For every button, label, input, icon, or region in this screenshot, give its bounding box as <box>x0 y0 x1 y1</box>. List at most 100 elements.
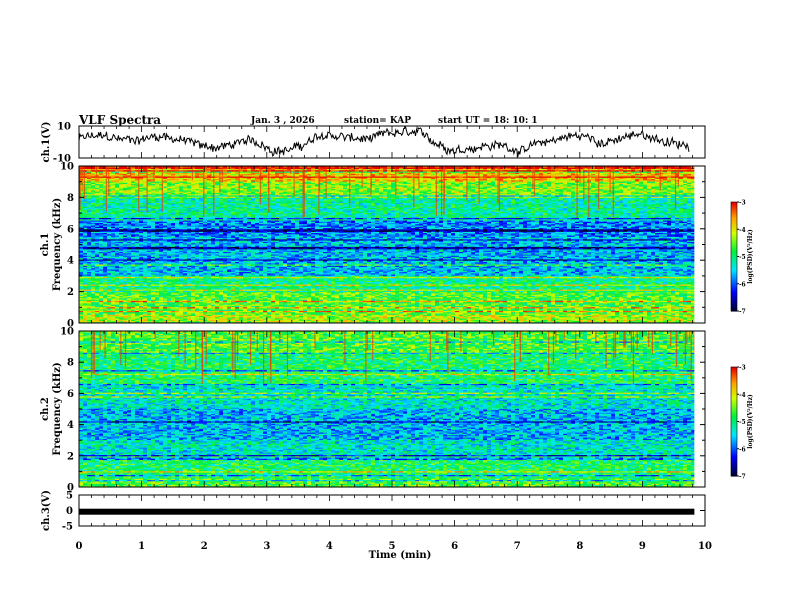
spec-cell <box>431 316 436 319</box>
spec-cell <box>599 318 604 320</box>
spec-cell <box>539 306 544 309</box>
spec-cell <box>239 313 244 315</box>
spec-cell <box>235 316 240 319</box>
spec-cell <box>491 314 496 316</box>
spec-cell <box>335 320 340 323</box>
spec-cell <box>247 319 252 321</box>
spec-cell <box>407 307 412 310</box>
spec-cell <box>523 320 528 323</box>
spec-cell <box>487 307 492 310</box>
spec-cell <box>487 319 492 321</box>
spec-cell <box>199 315 204 318</box>
spec-cell <box>543 311 548 314</box>
spec-cell <box>679 314 684 316</box>
spec-cell <box>283 315 288 318</box>
spec-cell <box>187 315 192 318</box>
spec-cell <box>343 313 348 315</box>
spec-cell <box>511 315 516 318</box>
spec-cell <box>155 307 160 310</box>
spec-cell <box>587 318 592 320</box>
spec-cell <box>199 306 204 309</box>
spec-cell <box>231 315 236 318</box>
spec-cell <box>355 307 360 310</box>
spec-cell <box>511 319 516 321</box>
spec-cell <box>507 318 512 320</box>
spec-cell <box>455 306 460 309</box>
spec-cell <box>243 318 248 320</box>
spec-cell <box>95 316 100 319</box>
spec-cell <box>555 319 560 321</box>
spec-cell <box>103 313 108 315</box>
spec-cell <box>663 309 668 311</box>
spec-cell <box>319 314 324 316</box>
spec-cell <box>595 319 600 321</box>
spec-cell <box>219 320 224 323</box>
spec-cell <box>171 310 176 313</box>
spec-cell <box>367 309 372 311</box>
spec-cell <box>587 319 592 321</box>
spec-cell <box>627 315 632 318</box>
spec-cell <box>223 306 228 309</box>
spec-cell <box>307 306 312 309</box>
spec-cell <box>395 315 400 318</box>
spec-cell <box>663 310 668 313</box>
spec-cell <box>203 310 208 313</box>
spec-cell <box>691 314 696 316</box>
spec-cell <box>283 309 288 311</box>
spec-cell <box>407 306 412 309</box>
spec-cell <box>443 306 448 309</box>
spec-cell <box>543 319 548 321</box>
spec-cell <box>547 309 552 311</box>
spec-cell <box>467 319 472 321</box>
spec-cell <box>675 310 680 313</box>
spec-cell <box>371 310 376 313</box>
spec-cell <box>127 316 132 319</box>
spec-cell <box>595 311 600 314</box>
spec-cell <box>387 315 392 318</box>
spec-cell <box>159 315 164 318</box>
spec-cell <box>147 320 152 323</box>
spec-cell <box>575 310 580 313</box>
spec-cell <box>359 313 364 315</box>
spec-cell <box>503 316 508 319</box>
spec-cell <box>679 307 684 310</box>
spec-cell <box>583 306 588 309</box>
spec-cell <box>219 306 224 309</box>
spec-cell <box>215 307 220 310</box>
spec-cell <box>603 319 608 321</box>
spec-cell <box>179 311 184 314</box>
spec-cell <box>687 311 692 314</box>
spec-cell <box>567 311 572 314</box>
spec-cell <box>191 307 196 310</box>
spec-cell <box>339 310 344 313</box>
spec-cell <box>283 319 288 321</box>
spec-cell <box>671 311 676 314</box>
spec-cell <box>483 307 488 310</box>
spec-cell <box>259 311 264 314</box>
spec-cell <box>523 307 528 310</box>
spec-cell <box>107 310 112 313</box>
spec-cell <box>255 319 260 321</box>
spec-cell <box>367 314 372 316</box>
spec-cell <box>91 316 96 319</box>
spec-cell <box>87 309 92 311</box>
spec-cell <box>307 307 312 310</box>
spec-cell <box>263 310 268 313</box>
spec-cell <box>119 314 124 316</box>
spec-cell <box>647 320 652 323</box>
spec-cell <box>615 313 620 315</box>
spec-cell <box>511 311 516 314</box>
spec-cell <box>415 316 420 319</box>
spec-cell <box>487 320 492 323</box>
spec-cell <box>195 315 200 318</box>
spec-cell <box>547 314 552 316</box>
spec-cell <box>483 319 488 321</box>
spec-cell <box>231 306 236 309</box>
spec-cell <box>315 311 320 314</box>
spec-cell <box>383 320 388 323</box>
spec-cell <box>167 314 172 316</box>
spec-cell <box>307 311 312 314</box>
spec-cell <box>311 316 316 319</box>
spec-cell <box>551 318 556 320</box>
spec-cell <box>411 315 416 318</box>
